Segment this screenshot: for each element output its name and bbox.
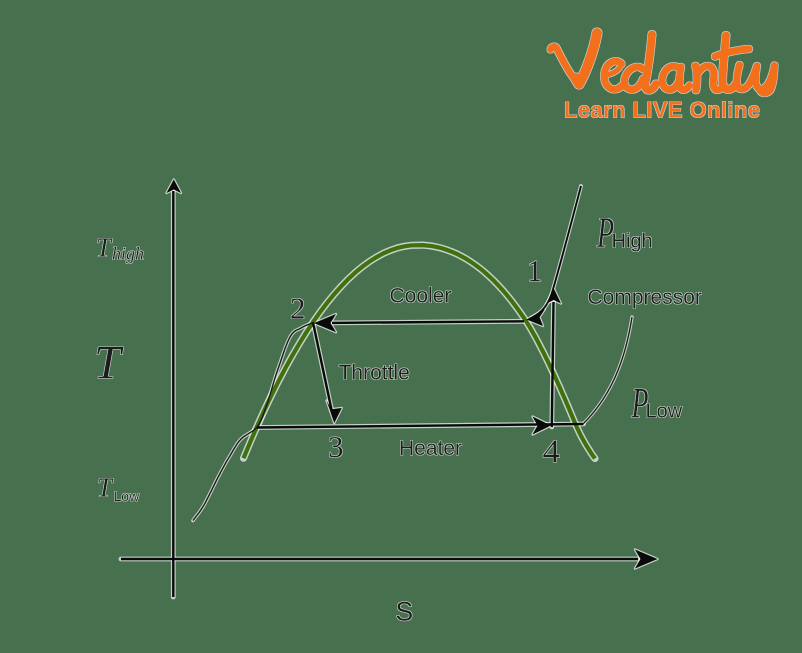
svg-text:Throttle: Throttle [339,362,410,385]
svg-text:T: T [96,233,113,263]
svg-text:3: 3 [328,429,344,464]
svg-text:T: T [94,337,124,390]
svg-text:P: P [631,380,649,427]
svg-text:T: T [97,473,114,503]
svg-text:P: P [596,210,614,257]
svg-text:Cooler: Cooler [390,285,452,308]
svg-text:1: 1 [527,253,543,288]
svg-text:High: High [612,230,653,252]
svg-text:S: S [396,596,414,626]
svg-text:Compressor: Compressor [588,286,702,309]
svg-text:Low: Low [114,488,141,504]
svg-text:Heater: Heater [399,437,462,460]
svg-text:high: high [112,244,144,264]
svg-text:2: 2 [290,291,306,326]
svg-text:Low: Low [646,400,683,422]
svg-text:4: 4 [543,434,561,470]
svg-text:Learn LIVE Online: Learn LIVE Online [564,98,760,123]
